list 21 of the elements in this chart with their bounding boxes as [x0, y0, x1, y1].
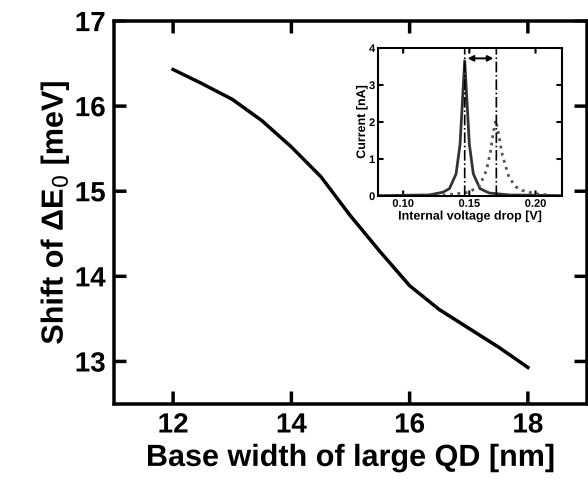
x-tick-label: 14: [278, 413, 307, 432]
y-tick-label: 14: [76, 267, 106, 286]
y-tick-label: 0: [369, 192, 375, 200]
x-tick-label: 18: [514, 413, 542, 433]
y-tick-label: 1: [370, 155, 375, 164]
x-tick-label: 16: [396, 413, 424, 433]
x-tick-label: 0.10: [392, 199, 414, 207]
y-tick-label: 16: [76, 96, 105, 116]
y-tick-label: 4: [369, 44, 376, 52]
x-axis-title: Internal voltage drop [V]: [398, 210, 542, 222]
x-tick-label: 0.15: [458, 199, 480, 207]
x-tick-label: 0.20: [525, 199, 546, 207]
y-tick-label: 3: [369, 81, 375, 90]
y-axis-title: Current [nA]: [356, 86, 368, 158]
y-tick-label: 15: [76, 182, 105, 202]
y-tick-label: 2: [369, 118, 375, 126]
y-tick-label: 13: [76, 352, 105, 372]
x-axis-title: Base width of large QD [nm]: [148, 444, 554, 472]
y-axis-title: Shift of ΔE$_{0}$ [meV]: [40, 82, 69, 344]
x-tick-label: 12: [159, 413, 188, 432]
y-tick-label: 17: [76, 12, 104, 32]
